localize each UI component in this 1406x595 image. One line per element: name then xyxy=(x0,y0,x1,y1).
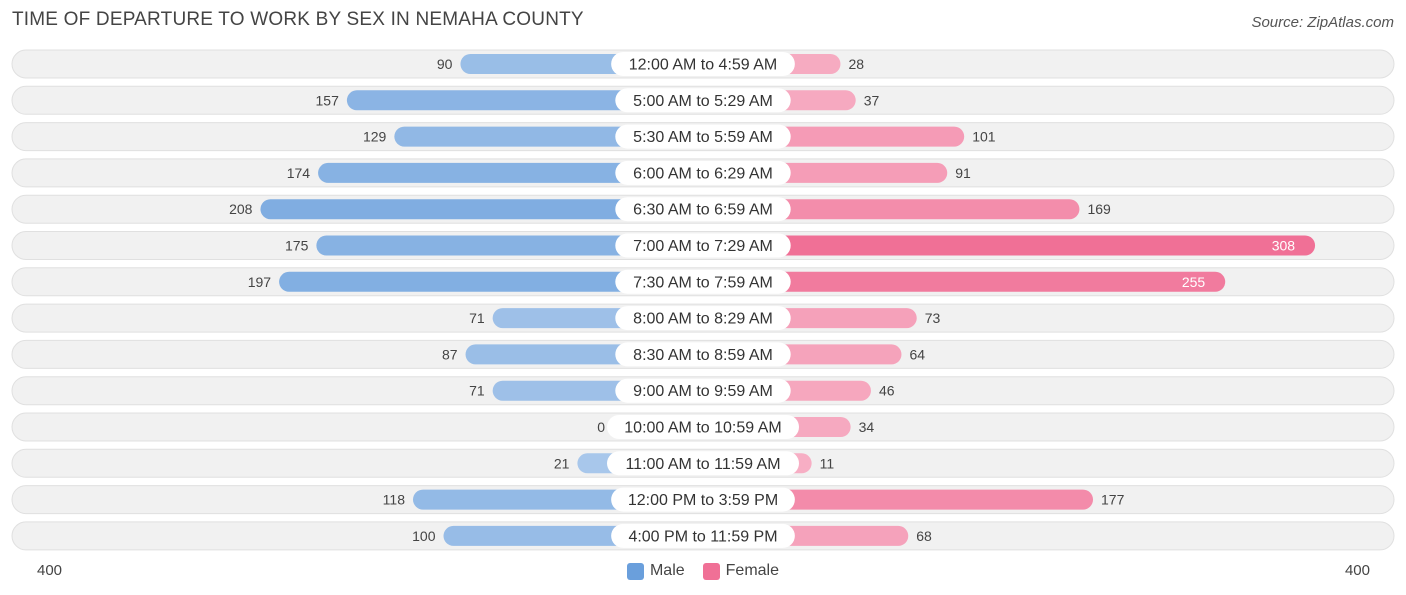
female-bar xyxy=(703,271,1226,292)
legend-item-female[interactable]: Female xyxy=(702,562,780,580)
legend-swatch-male xyxy=(626,562,644,580)
axis-right-label: 400 xyxy=(1344,562,1370,579)
category-label: 12:00 AM to 4:59 AM xyxy=(629,57,778,74)
female-value-label: 46 xyxy=(879,383,895,399)
axis-left-label: 400 xyxy=(37,562,63,579)
category-label: 5:00 AM to 5:29 AM xyxy=(633,93,773,110)
female-value-label: 11 xyxy=(820,455,835,471)
male-value-label: 87 xyxy=(442,346,458,362)
category-label-pill xyxy=(615,269,791,294)
category-label: 6:00 AM to 6:29 AM xyxy=(633,165,773,182)
female-bar xyxy=(703,489,1094,510)
legend-label-male: Male xyxy=(649,562,685,579)
category-label-pill xyxy=(615,160,791,185)
female-value-label: 255 xyxy=(1182,274,1206,290)
male-bar xyxy=(346,90,703,111)
female-value-label: 64 xyxy=(909,346,925,362)
chart-area: 12:00 AM to 4:59 AM 90 28 5:00 AM to 5:29 A… xyxy=(11,49,1395,551)
female-bar xyxy=(703,199,1080,220)
category-label: 6:30 AM to 6:59 AM xyxy=(633,202,773,219)
female-value-label: 177 xyxy=(1101,492,1125,508)
male-value-label: 208 xyxy=(229,201,253,217)
male-bar xyxy=(279,271,703,292)
source-label: Source: ZipAtlas.com xyxy=(1251,14,1394,31)
male-value-label: 174 xyxy=(287,165,311,181)
female-value-label: 101 xyxy=(972,129,996,145)
female-value-label: 37 xyxy=(864,92,880,108)
legend: Male Female xyxy=(0,560,1406,582)
male-bar xyxy=(260,199,703,220)
category-label-pill xyxy=(615,233,791,258)
category-label: 7:30 AM to 7:59 AM xyxy=(633,274,773,291)
male-value-label: 197 xyxy=(248,274,272,290)
female-value-label: 91 xyxy=(955,165,971,181)
category-label-pill xyxy=(615,342,791,367)
legend-swatch-female xyxy=(702,562,720,580)
male-value-label: 157 xyxy=(316,92,340,108)
category-label-pill xyxy=(615,378,791,403)
female-value-label: 169 xyxy=(1087,201,1111,217)
male-value-label: 90 xyxy=(437,56,453,72)
category-label: 10:00 AM to 10:59 AM xyxy=(624,420,781,437)
female-value-label: 28 xyxy=(848,56,864,72)
category-label: 8:00 AM to 8:29 AM xyxy=(633,311,773,328)
category-label-pill xyxy=(607,415,799,439)
male-value-label: 0 xyxy=(597,419,605,435)
female-value-label: 73 xyxy=(925,310,941,326)
category-label-pill xyxy=(615,197,791,222)
category-label-pill xyxy=(611,52,795,76)
male-value-label: 129 xyxy=(363,129,387,145)
legend-item-male[interactable]: Male xyxy=(626,562,685,580)
category-label: 12:00 PM to 3:59 PM xyxy=(628,492,778,509)
category-label: 7:00 AM to 7:29 AM xyxy=(633,238,773,255)
female-value-label: 34 xyxy=(859,419,875,435)
male-value-label: 71 xyxy=(469,310,485,326)
category-label-pill xyxy=(615,124,791,149)
chart-title: TIME OF DEPARTURE TO WORK BY SEX IN NEMA… xyxy=(12,9,584,30)
category-label-pill xyxy=(611,523,795,548)
category-label: 9:00 AM to 9:59 AM xyxy=(633,383,773,400)
male-value-label: 71 xyxy=(469,383,485,399)
category-label: 4:00 PM to 11:59 PM xyxy=(628,528,777,545)
male-value-label: 100 xyxy=(412,528,436,544)
male-value-label: 175 xyxy=(285,238,309,254)
female-value-label: 68 xyxy=(916,528,932,544)
male-bar xyxy=(316,235,703,256)
male-bar xyxy=(318,162,703,183)
female-value-label: 308 xyxy=(1272,238,1296,254)
category-label-pill xyxy=(607,451,799,476)
category-label-pill xyxy=(615,88,791,113)
female-bar xyxy=(703,235,1316,256)
category-label: 5:30 AM to 5:59 AM xyxy=(633,129,773,146)
category-label-pill xyxy=(615,306,791,331)
male-value-label: 118 xyxy=(383,492,406,508)
category-label-pill xyxy=(611,487,795,512)
male-value-label: 21 xyxy=(554,455,570,471)
legend-label-female: Female xyxy=(725,562,780,579)
category-label: 8:30 AM to 8:59 AM xyxy=(633,347,773,364)
category-label: 11:00 AM to 11:59 AM xyxy=(625,456,780,473)
